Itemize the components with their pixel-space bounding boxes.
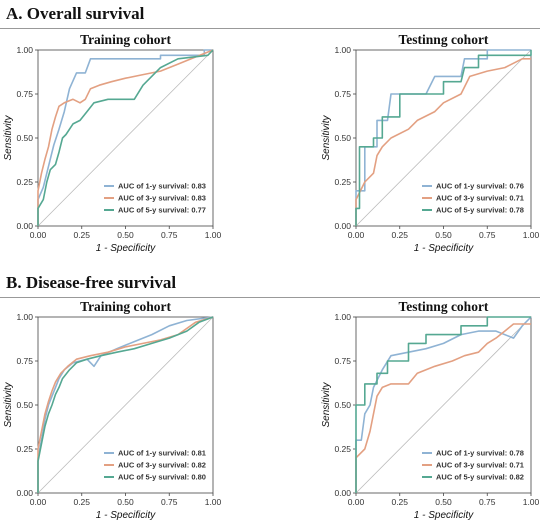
x-tick-label: 0.00: [30, 497, 47, 507]
y-tick-label: 0.50: [16, 133, 33, 143]
legend-label: AUC of 3-y survival: 0.71: [436, 461, 524, 470]
legend-label: AUC of 5-y survival: 0.82: [436, 473, 524, 482]
roc-curve-y5: [355, 316, 531, 493]
chart-title: Testinng cohort: [399, 299, 489, 314]
x-tick-label: 1.00: [205, 230, 222, 240]
x-axis-label: 1 - Specificity: [96, 510, 156, 521]
x-tick-label: 0.25: [73, 497, 90, 507]
x-tick-label: 0.75: [161, 230, 178, 240]
roc-curve-y1: [37, 49, 213, 226]
y-axis-label: Sensitivity: [3, 381, 14, 427]
y-tick-label: 0.25: [16, 177, 33, 187]
chart-title: Training cohort: [80, 299, 171, 314]
x-tick-label: 0.75: [161, 497, 178, 507]
reference-diagonal: [355, 316, 532, 494]
roc-chart-overall-testing: Testinng cohort 0.00 0.25 0.50 0.75 1.00 0.00 0…: [321, 32, 540, 254]
x-axis-label: 1 - Specificity: [96, 243, 156, 254]
x-tick-label: 1.00: [523, 497, 540, 507]
y-tick-label: 0.25: [334, 444, 351, 454]
roc-chart-overall-training: Training cohort 0.00 0.25 0.50 0.75 1.00 0.00 0…: [3, 32, 222, 254]
x-axis-label: 1 - Specificity: [414, 510, 474, 521]
y-axis-label: Sensitivity: [3, 114, 14, 160]
y-tick-label: 1.00: [16, 45, 33, 55]
y-tick-label: 0.00: [334, 221, 351, 231]
y-tick-label: 0.00: [16, 488, 33, 498]
y-tick-label: 0.25: [334, 177, 351, 187]
y-axis-label: Sensitivity: [321, 381, 332, 427]
x-tick-label: 0.25: [73, 230, 90, 240]
x-tick-label: 0.50: [117, 497, 134, 507]
y-tick-label: 0.75: [16, 89, 33, 99]
x-tick-label: 0.50: [435, 230, 452, 240]
x-tick-label: 0.00: [348, 230, 365, 240]
legend-label: AUC of 1-y survival: 0.76: [436, 182, 524, 191]
x-tick-label: 0.75: [479, 230, 496, 240]
y-tick-label: 1.00: [334, 312, 351, 322]
y-axis-label: Sensitivity: [321, 114, 332, 160]
y-tick-label: 0.75: [16, 356, 33, 366]
x-tick-label: 0.75: [479, 497, 496, 507]
roc-curve-y3: [37, 316, 214, 493]
section-divider: [0, 297, 540, 298]
y-tick-label: 0.00: [334, 488, 351, 498]
chart-title: Training cohort: [80, 32, 171, 47]
y-tick-label: 0.75: [334, 356, 351, 366]
chart-title: Testinng cohort: [399, 32, 489, 47]
legend-label: AUC of 3-y survival: 0.71: [436, 194, 524, 203]
legend-label: AUC of 1-y survival: 0.78: [436, 449, 524, 458]
reference-diagonal: [37, 49, 214, 227]
roc-chart-dfs-training: Training cohort 0.00 0.25 0.50 0.75 1.00 0.00 0…: [3, 299, 222, 521]
legend-label: AUC of 5-y survival: 0.78: [436, 206, 524, 215]
legend-label: AUC of 3-y survival: 0.82: [118, 461, 206, 470]
x-tick-label: 0.00: [30, 230, 47, 240]
roc-curve-y5: [37, 316, 214, 493]
x-axis-label: 1 - Specificity: [414, 243, 474, 254]
roc-curve-y3: [355, 58, 531, 226]
y-tick-label: 0.00: [16, 221, 33, 231]
y-tick-label: 0.50: [334, 400, 351, 410]
y-tick-label: 0.50: [334, 133, 351, 143]
legend-label: AUC of 5-y survival: 0.80: [118, 473, 206, 482]
section-title-overall-survival: A. Overall survival: [6, 4, 145, 23]
roc-curve-y5: [355, 50, 532, 226]
roc-curve-y3: [355, 323, 531, 493]
reference-diagonal: [355, 49, 532, 227]
x-tick-label: 1.00: [205, 497, 222, 507]
legend-label: AUC of 1-y survival: 0.83: [118, 182, 206, 191]
roc-curve-y1: [355, 49, 531, 226]
x-tick-label: 1.00: [523, 230, 540, 240]
x-tick-label: 0.50: [435, 497, 452, 507]
y-tick-label: 0.75: [334, 89, 351, 99]
y-tick-label: 0.25: [16, 444, 33, 454]
legend-label: AUC of 1-y survival: 0.81: [118, 449, 206, 458]
section-title-disease-free-survival: B. Disease-free survival: [6, 273, 177, 292]
roc-curve-y5: [37, 49, 214, 226]
section-divider: [0, 28, 540, 29]
x-tick-label: 0.50: [117, 230, 134, 240]
legend-label: AUC of 5-y survival: 0.77: [118, 206, 206, 215]
reference-diagonal: [37, 316, 214, 494]
y-tick-label: 1.00: [16, 312, 33, 322]
x-tick-label: 0.25: [391, 230, 408, 240]
x-tick-label: 0.25: [391, 497, 408, 507]
roc-curve-y3: [37, 49, 214, 226]
x-tick-label: 0.00: [348, 497, 365, 507]
legend-label: AUC of 3-y survival: 0.83: [118, 194, 206, 203]
y-tick-label: 1.00: [334, 45, 351, 55]
roc-chart-dfs-testing: Testinng cohort 0.00 0.25 0.50 0.75 1.00 0.00 0…: [321, 299, 540, 521]
y-tick-label: 0.50: [16, 400, 33, 410]
